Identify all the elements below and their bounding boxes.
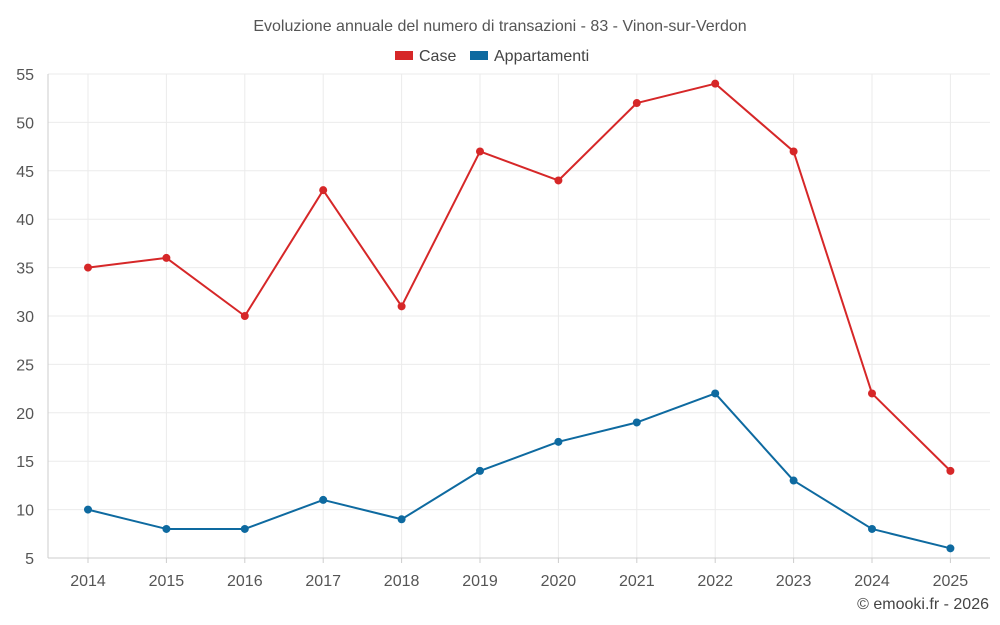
credit-text: © emooki.fr - 2026 [857,596,989,613]
x-tick-label: 2022 [697,573,733,590]
data-point-appartamenti[interactable] [868,524,876,533]
data-point-appartamenti[interactable] [84,505,92,514]
data-point-case[interactable] [711,79,720,88]
legend-item-appartamenti[interactable]: Appartamenti [470,48,589,65]
data-point-case[interactable] [789,147,798,156]
x-tick-label: 2025 [933,573,969,590]
legend-item-case[interactable]: Case [395,48,456,65]
y-tick-label: 40 [16,212,34,229]
grid-layer [48,73,990,559]
x-tick-label: 2018 [384,573,420,590]
data-point-appartamenti[interactable] [162,524,171,533]
y-tick-label: 55 [16,67,34,84]
x-tick-label: 2024 [854,573,890,590]
x-tick-label: 2015 [149,573,185,590]
x-tick-label: 2014 [70,573,106,590]
chart-title: Evoluzione annuale del numero di transaz… [253,18,746,35]
data-point-case[interactable] [554,176,563,185]
series-line-appartamenti [87,392,951,550]
data-point-case[interactable] [868,389,876,398]
x-tick-label: 2019 [462,573,498,590]
data-point-appartamenti[interactable] [476,466,484,475]
legend-label: Case [419,48,456,65]
data-point-appartamenti[interactable] [397,515,406,524]
y-tick-label: 10 [16,503,34,520]
data-point-appartamenti[interactable] [711,389,720,398]
data-point-case[interactable] [162,253,171,262]
x-tick-label: 2020 [541,573,577,590]
data-point-case[interactable] [319,186,328,195]
y-tick-label: 20 [16,406,34,423]
data-point-appartamenti[interactable] [632,418,641,427]
data-point-appartamenti[interactable] [240,524,249,533]
x-tick-label: 2017 [305,573,341,590]
data-point-case[interactable] [946,466,955,475]
data-point-case[interactable] [240,312,249,320]
y-tick-label: 15 [16,454,34,471]
y-tick-label: 45 [16,164,34,181]
data-point-case[interactable] [397,302,406,311]
data-point-appartamenti[interactable] [554,437,563,446]
x-tick-label: 2023 [776,573,812,590]
data-point-appartamenti[interactable] [789,476,798,485]
legend-swatch [395,51,413,60]
data-point-appartamenti[interactable] [946,544,955,553]
data-point-case[interactable] [84,263,92,272]
y-tick-label: 35 [16,261,34,278]
data-point-case[interactable] [632,99,641,108]
data-point-case[interactable] [476,147,484,156]
legend-swatch [470,51,488,60]
legend-label: Appartamenti [494,48,589,65]
series-layer [84,79,955,553]
y-tick-label: 30 [16,309,34,326]
x-tick-label: 2021 [619,573,655,590]
y-tick-label: 50 [16,115,34,132]
data-point-appartamenti[interactable] [319,495,328,504]
y-tick-label: 25 [16,357,34,374]
legend: Case Appartamenti [395,48,589,65]
series-line-case [87,82,952,472]
y-tick-label: 5 [25,551,34,568]
x-tick-label: 2016 [227,573,263,590]
